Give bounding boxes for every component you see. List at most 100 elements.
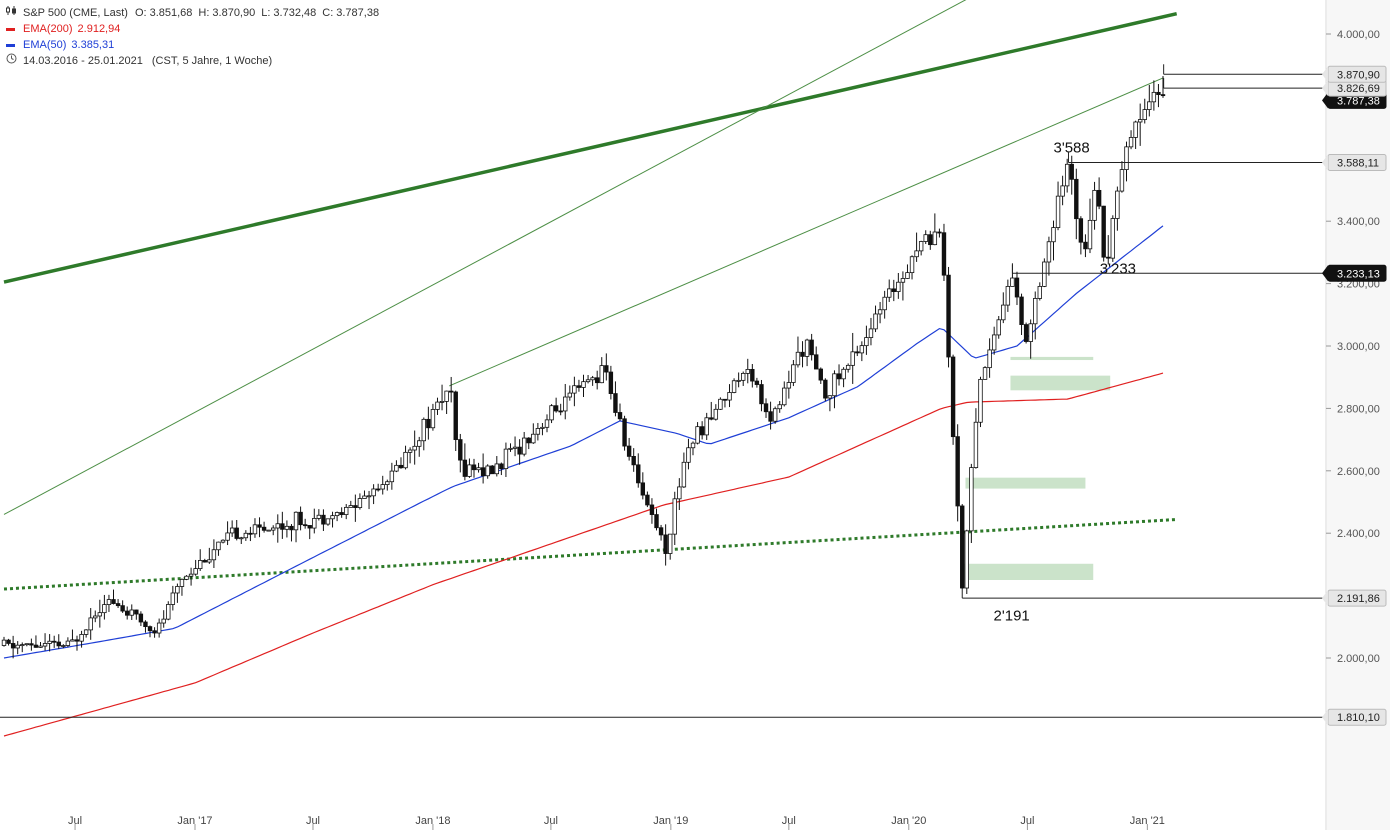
candle-body	[864, 337, 869, 347]
candle-body	[937, 231, 942, 234]
candle-body	[88, 617, 93, 631]
candle-body	[179, 578, 185, 587]
candle-body	[599, 365, 604, 384]
ema50-line	[3, 225, 1164, 659]
candle-body	[225, 532, 230, 541]
candle-body	[531, 433, 536, 444]
gap-zone	[964, 563, 1094, 580]
candle-body	[891, 288, 896, 293]
ema200-swatch	[6, 27, 15, 31]
candle-body	[175, 586, 180, 594]
candle-body	[348, 505, 353, 508]
gap-zone	[965, 477, 1086, 489]
candle-body	[56, 641, 61, 647]
y-axis-panel	[1327, 0, 1390, 830]
candle-body	[909, 256, 915, 274]
candle-body	[257, 524, 262, 528]
candle-body	[617, 412, 623, 420]
candle-body	[877, 309, 883, 315]
candle-body	[736, 379, 741, 382]
candle-body	[42, 643, 48, 647]
candle-body	[695, 426, 700, 444]
candle-body	[563, 396, 568, 412]
candle-body	[1119, 169, 1125, 192]
candle-body	[467, 464, 472, 477]
candle-body	[83, 629, 89, 635]
candle-body	[905, 272, 910, 279]
candle-body	[339, 512, 344, 516]
candlestick-icon	[6, 5, 18, 21]
level-annotation: 3'588	[1053, 140, 1089, 157]
candle-body	[266, 529, 271, 532]
candle-body	[960, 505, 965, 589]
candle-body	[782, 387, 787, 406]
candle-body	[718, 398, 723, 410]
candle-body	[841, 368, 846, 380]
candle-body	[1151, 91, 1157, 103]
candle-body	[47, 640, 52, 644]
legend-range-row: 14.03.2016 - 25.01.2021 (CST, 5 Jahre, 1…	[6, 53, 379, 69]
candle-body	[667, 533, 673, 554]
candle-body	[403, 451, 408, 469]
candle-body	[29, 643, 34, 646]
candle-body	[882, 296, 887, 311]
price-tag-label: 3.787,38	[1337, 95, 1380, 107]
candle-body	[211, 549, 217, 561]
candle-body	[982, 367, 988, 380]
candle-body	[804, 339, 810, 357]
candle-body	[302, 524, 308, 527]
candle-body	[325, 518, 331, 525]
candle-body	[398, 464, 404, 469]
legend-open-label: O:	[134, 7, 147, 19]
level-annotation: 2'191	[994, 607, 1030, 624]
candle-body	[868, 328, 874, 338]
candle-body	[293, 511, 299, 531]
candle-body	[1160, 94, 1166, 97]
candle-body	[1, 639, 7, 646]
y-tick-label: 2.000,00	[1337, 653, 1380, 665]
ema200-line	[3, 372, 1164, 737]
legend-high-label: H:	[198, 7, 210, 19]
candle-body	[1014, 277, 1020, 298]
candle-body	[558, 410, 563, 413]
candle-body	[1087, 219, 1093, 250]
candle-body	[932, 231, 938, 246]
candle-body	[435, 401, 440, 410]
candle-body	[453, 391, 458, 440]
candle-body	[521, 437, 527, 455]
candle-body	[731, 380, 737, 393]
candle-body	[298, 511, 303, 526]
candle-body	[6, 639, 11, 644]
candle-body	[15, 644, 20, 649]
legend-ema50-value: 3.385,31	[71, 39, 115, 51]
candle-body	[125, 610, 130, 616]
candle-body	[202, 560, 207, 563]
candle-body	[590, 377, 595, 381]
candle-body	[1128, 137, 1134, 148]
candle-body	[74, 639, 80, 642]
candle-body	[549, 405, 554, 421]
candle-body	[964, 530, 969, 589]
candle-body	[462, 459, 468, 477]
candle-body	[791, 364, 796, 383]
candle-body	[184, 575, 189, 580]
price-tag-label: 3.870,90	[1337, 69, 1380, 81]
candle-body	[512, 446, 518, 449]
legend-ema200-row: EMA(200) 2.912,94	[6, 21, 379, 37]
candle-body	[941, 232, 947, 276]
gap-zone	[1010, 375, 1111, 391]
x-tick-label: Jul	[306, 815, 320, 827]
candle-body	[800, 351, 805, 357]
candle-body	[138, 613, 144, 623]
candle-body	[93, 615, 98, 619]
candle-body	[1055, 195, 1061, 228]
candle-body	[754, 380, 760, 385]
chart-legend: S&P 500 (CME, Last) O: 3.851,68 H: 3.870…	[6, 5, 379, 69]
candle-body	[1133, 121, 1138, 138]
candle-body	[928, 234, 933, 246]
candle-body	[458, 439, 463, 461]
candle-body	[1083, 241, 1088, 250]
candle-body	[809, 339, 814, 356]
candle-body	[832, 373, 837, 397]
